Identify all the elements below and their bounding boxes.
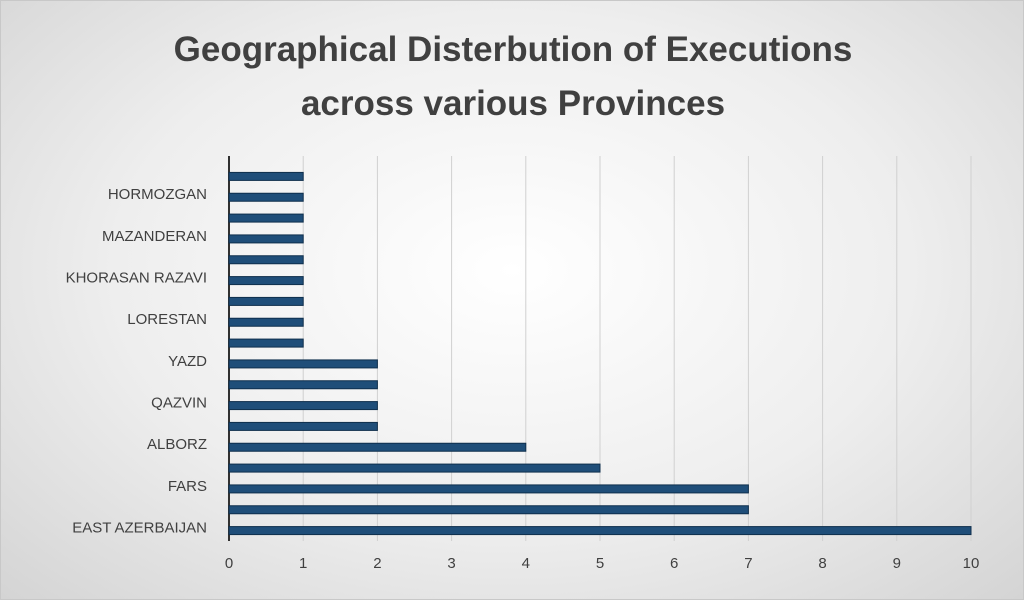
- x-tick-label: 2: [373, 555, 381, 572]
- x-tick-label: 9: [893, 555, 901, 572]
- y-tick-label: EAST AZERBAIJAN: [72, 520, 207, 537]
- bar: [228, 359, 378, 369]
- bar: [228, 296, 304, 306]
- bar: [228, 255, 304, 265]
- y-tick-label: QAZVIN: [151, 395, 207, 412]
- bar: [228, 276, 304, 286]
- bar: [228, 421, 378, 431]
- bar: [228, 442, 527, 452]
- bar: [228, 338, 304, 348]
- x-tick-label: 3: [447, 555, 455, 572]
- y-tick-label: LORESTAN: [127, 311, 207, 328]
- bar: [228, 505, 749, 515]
- x-tick-label: 7: [744, 555, 752, 572]
- x-tick-label: 1: [299, 555, 307, 572]
- bar: [228, 463, 601, 473]
- y-tick-label: ALBORZ: [147, 436, 207, 453]
- chart-title: Geographical Disterbution of Executions …: [173, 30, 853, 123]
- y-tick-label: KHORASAN RAZAVI: [66, 270, 207, 287]
- x-tick-label: 10: [963, 555, 980, 572]
- bar: [228, 171, 304, 181]
- bar: [228, 401, 378, 411]
- x-tick-label: 6: [670, 555, 678, 572]
- bar: [228, 484, 749, 494]
- bar: [228, 192, 304, 202]
- bar: [228, 317, 304, 327]
- x-tick-label: 4: [522, 555, 530, 572]
- x-tick-label: 5: [596, 555, 604, 572]
- y-tick-label: FARS: [168, 478, 207, 495]
- y-tick-label: HORMOZGAN: [108, 186, 207, 203]
- bar: [228, 234, 304, 244]
- x-tick-label: 0: [225, 555, 233, 572]
- bar: [228, 213, 304, 223]
- y-tick-label: YAZD: [168, 353, 207, 370]
- bar: [228, 380, 378, 390]
- x-tick-label: 8: [818, 555, 826, 572]
- y-tick-label: MAZANDERAN: [102, 228, 207, 245]
- bar: [228, 526, 972, 536]
